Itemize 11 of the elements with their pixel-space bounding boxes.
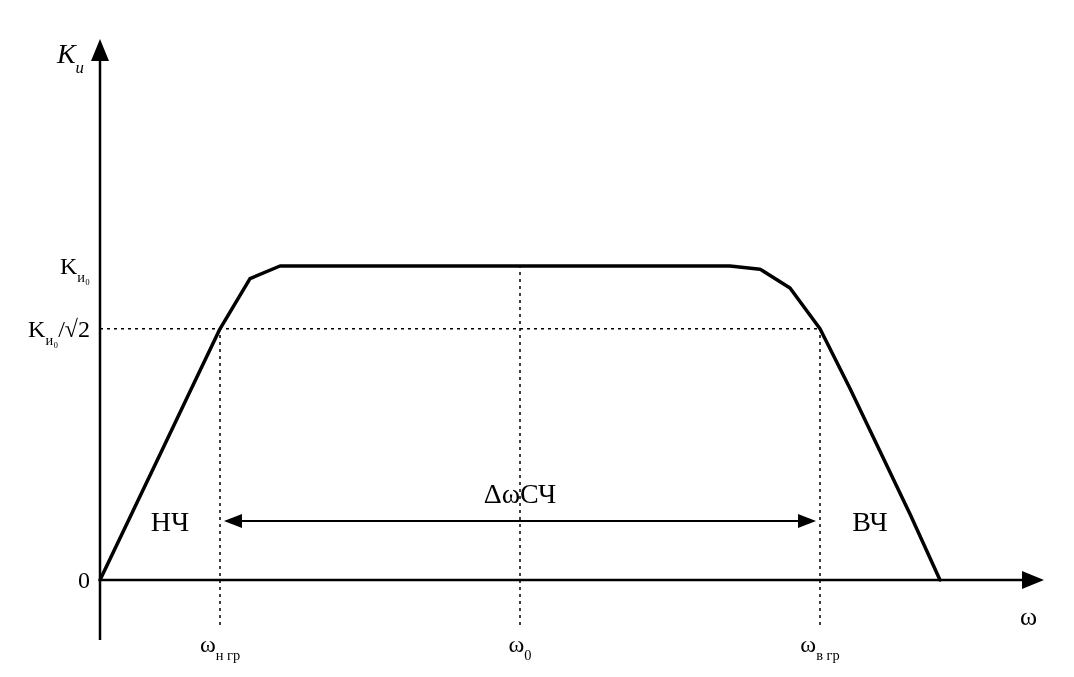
x-axis-title: ω	[1020, 602, 1038, 631]
text: K$_{и}$	[55, 37, 84, 77]
ref-line-label: K$_{и₀}$/√2	[28, 316, 90, 349]
text: K$_{и₀}$	[59, 253, 90, 286]
annotation: ВЧ	[852, 505, 888, 537]
x-tick-label: ω$_{0}$	[508, 631, 532, 663]
x-tick-label: ω$_{в гр}$	[800, 631, 840, 663]
annotation: НЧ	[150, 505, 190, 537]
annotation: ΔωСЧ	[483, 477, 557, 509]
x-tick-label: ω$_{н гр}$	[199, 631, 241, 663]
text: 0	[78, 567, 90, 594]
